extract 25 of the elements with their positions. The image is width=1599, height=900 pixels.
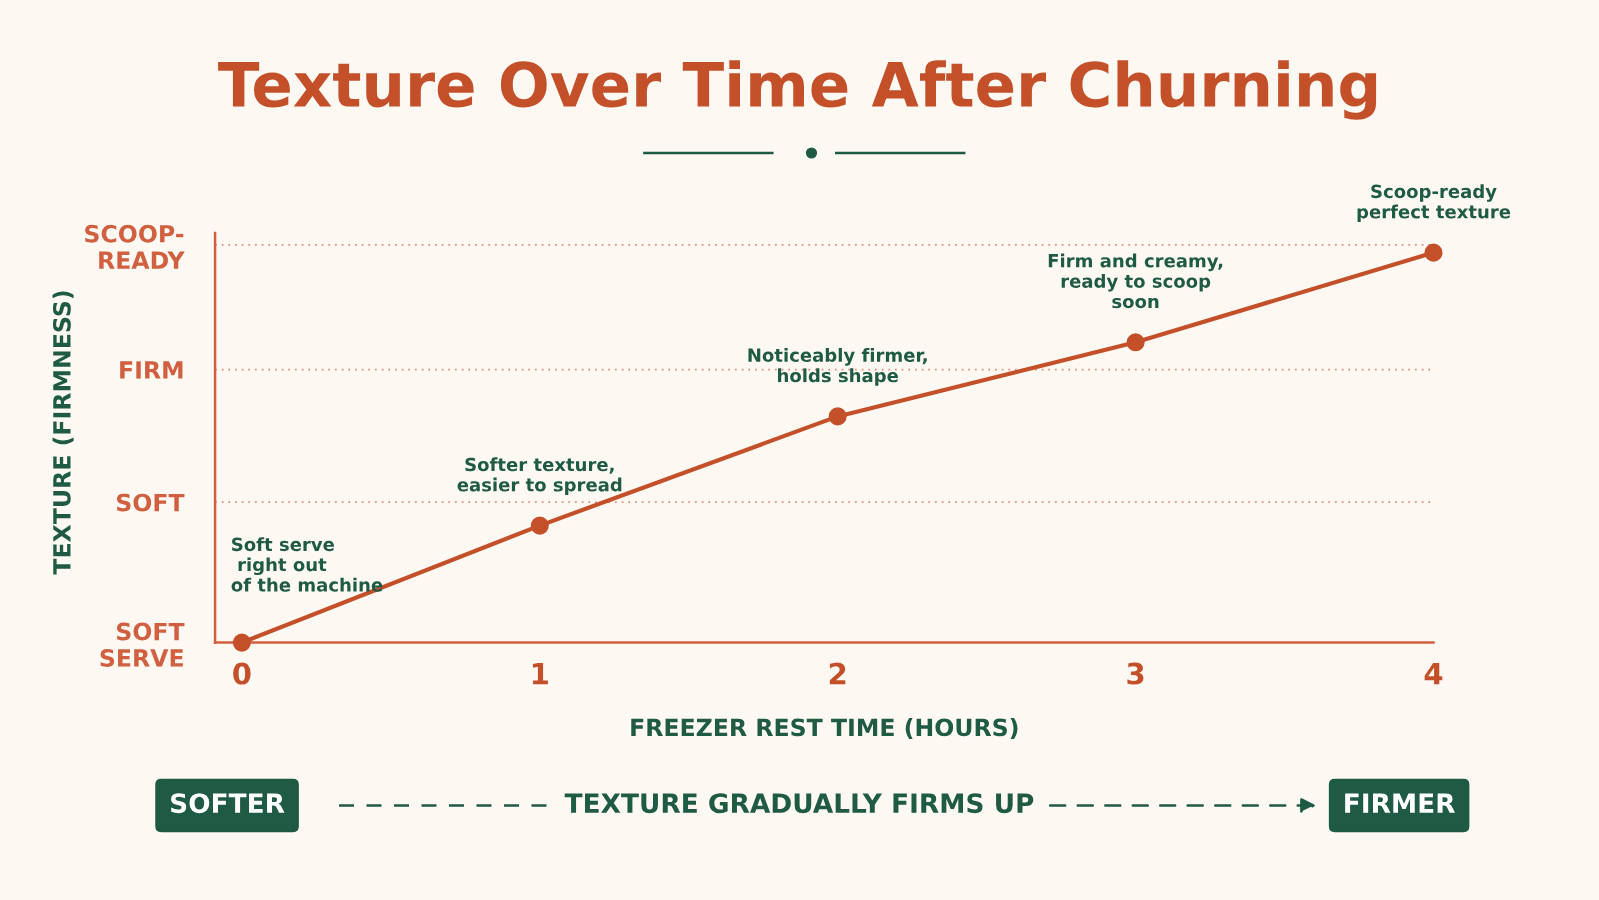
annotation: Noticeably firmer, holds shape — [748, 348, 927, 386]
point — [232, 633, 251, 652]
point — [1424, 243, 1443, 262]
text: SOFTER — [171, 793, 285, 814]
annotation: Firm and creamy, ready to scoop soon — [1048, 253, 1223, 309]
text: FIRMER — [1345, 793, 1455, 813]
text: TEXTURE GRADUALLY FIRMS UP — [564, 793, 1034, 814]
x-tick-label: 4 — [1424, 662, 1443, 685]
annotation: Soft serve right out of the machine — [231, 537, 383, 592]
ref-line-label: FIRM — [120, 361, 183, 379]
chart-title: Texture Over Time After Churning — [218, 60, 1377, 120]
x-axis-title: FREEZER REST TIME (HOURS) — [631, 718, 1018, 740]
annotation: Scoop-ready perfect texture — [1357, 184, 1511, 223]
ref-line-label: SOFT — [116, 493, 185, 512]
x-tick-label: 3 — [1127, 662, 1144, 685]
point — [828, 407, 847, 426]
x-tick-label: 2 — [829, 662, 846, 685]
text: TEXTURE (FIRMNESS) — [52, 291, 74, 575]
text: SOFT SERVE — [100, 622, 185, 667]
point — [1126, 333, 1145, 352]
ref-line-label: SCOOP- READY — [85, 224, 185, 269]
point — [530, 516, 549, 535]
annotation: Softer texture, easier to spread — [457, 457, 622, 496]
x-tick-label: 0 — [233, 662, 251, 685]
x-tick-label: 1 — [532, 662, 548, 685]
